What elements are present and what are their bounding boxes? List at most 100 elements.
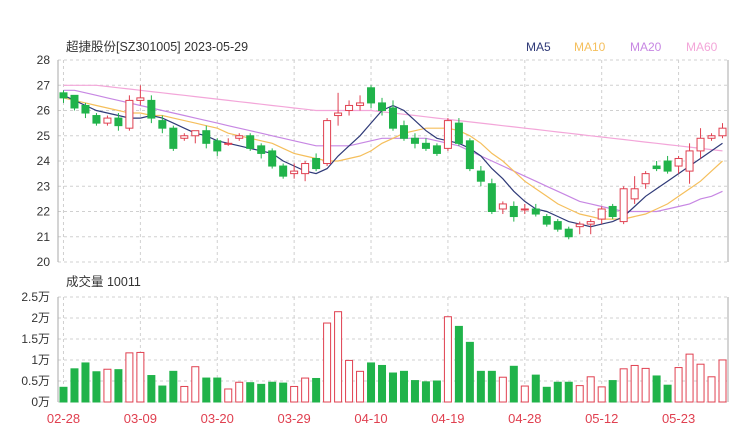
volume-bar-down	[114, 369, 123, 403]
volume-bar-up	[641, 367, 650, 403]
candle-body-down	[59, 92, 68, 99]
volume-bar-up	[696, 363, 705, 403]
volume-bars	[59, 311, 727, 403]
candle	[70, 94, 79, 111]
candle	[191, 130, 200, 144]
candle	[443, 118, 452, 151]
volume-bar-up	[630, 364, 639, 403]
volume-bar-down	[92, 371, 101, 403]
volume-bar-down	[564, 381, 573, 403]
volume-bar-down	[652, 375, 661, 403]
candle-body-down	[81, 104, 90, 114]
candle	[454, 118, 463, 146]
volume-bar-up	[334, 311, 343, 403]
candle-body-up	[323, 120, 332, 165]
candle	[345, 100, 354, 116]
candle-body-down	[410, 137, 419, 144]
volume-bar-down	[410, 380, 419, 403]
volume-bar-down	[70, 368, 79, 403]
candle-body-down	[70, 94, 79, 109]
candle	[652, 161, 661, 172]
volume-bar-down	[367, 362, 376, 403]
volume-bar-down	[608, 380, 617, 403]
candle	[487, 178, 496, 215]
price-tick-label: 27	[37, 78, 51, 92]
volume-bar-down	[476, 370, 485, 403]
volume-bar-down	[465, 341, 474, 403]
candle-body-up	[345, 104, 354, 111]
candle-body-down	[509, 205, 518, 218]
candle-body-down	[169, 127, 178, 149]
candle	[367, 85, 376, 108]
candle	[378, 97, 387, 116]
volume-bar-up	[498, 376, 507, 403]
candle	[432, 143, 441, 156]
x-tick-label: 05-23	[662, 411, 695, 426]
volume-bar-up	[356, 370, 365, 403]
candle-body-up	[718, 127, 727, 137]
volume-bar-up	[707, 376, 716, 403]
volume-bar-down	[454, 325, 463, 403]
candle-body-down	[213, 140, 222, 152]
price-tick-label: 25	[37, 129, 51, 143]
volume-bar-up	[323, 322, 332, 403]
candle-body-down	[399, 125, 408, 139]
volume-tick-label: 2.5万	[21, 290, 50, 304]
volume-bar-up	[575, 385, 584, 403]
candle-body-down	[564, 228, 573, 238]
volume-bar-down	[389, 372, 397, 403]
candle	[564, 226, 573, 240]
volume-tick-label: 0.5万	[21, 374, 50, 388]
candle	[213, 138, 222, 156]
volume-bar-up	[718, 359, 727, 403]
volume-bar-down	[246, 382, 255, 403]
volume-bar-up	[674, 367, 683, 403]
candle-body-up	[180, 135, 189, 139]
chart-title: 超捷股份[SZ301005] 2023-05-29	[66, 39, 248, 54]
price-y-axis: 20 21 22 23 24 25 26 27 28	[37, 53, 51, 269]
volume-bar-up	[136, 351, 145, 403]
candle	[114, 113, 123, 131]
candle	[202, 125, 211, 149]
candle-body-down	[389, 107, 397, 129]
candle	[158, 115, 167, 134]
candle-body-down	[652, 165, 661, 170]
volume-bar-up	[520, 385, 529, 403]
volume-bar-down	[147, 375, 156, 403]
candle	[334, 92, 343, 126]
price-grid	[57, 59, 729, 263]
x-tick-label: 04-10	[354, 411, 387, 426]
candle	[125, 95, 134, 131]
x-tick-label: 03-20	[201, 411, 234, 426]
volume-bar-down	[169, 370, 178, 403]
candle-body-up	[586, 221, 595, 225]
volume-title: 成交量 10011	[66, 274, 141, 289]
candle	[180, 133, 189, 141]
price-tick-label: 21	[37, 230, 51, 244]
candle	[685, 143, 694, 184]
candle-body-down	[268, 150, 277, 167]
volume-bar-up	[191, 366, 200, 403]
volume-bar-up	[586, 376, 595, 403]
candle-body-up	[224, 142, 233, 145]
price-tick-label: 23	[37, 179, 51, 193]
volume-bar-up	[125, 352, 134, 403]
legend-ma60: MA60	[686, 40, 718, 54]
volume-bar-down	[542, 386, 551, 403]
candle	[136, 85, 145, 106]
candle	[553, 219, 562, 232]
candle-body-up	[334, 112, 343, 117]
candle-body-up	[136, 97, 145, 101]
candle-body-down	[147, 99, 156, 119]
candle	[509, 201, 518, 222]
candle	[147, 95, 156, 124]
volume-tick-label: 1万	[31, 353, 50, 367]
volume-bar-up	[180, 385, 189, 403]
candle-body-down	[487, 183, 496, 213]
volume-tick-label: 0万	[31, 395, 50, 409]
candle-body-up	[235, 135, 244, 139]
volume-bar-down	[378, 364, 387, 403]
candle	[235, 133, 244, 141]
volume-bar-down	[202, 377, 211, 403]
price-tick-label: 22	[37, 205, 51, 219]
